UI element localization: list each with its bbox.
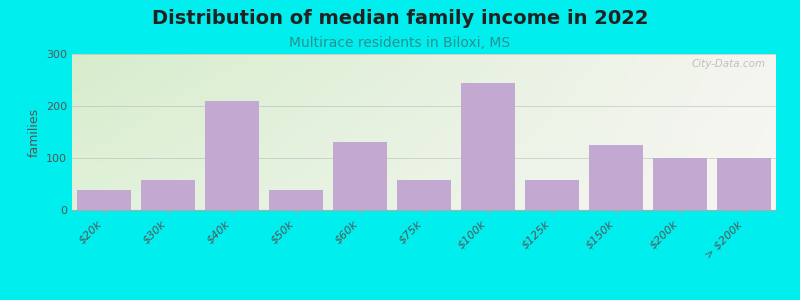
Bar xyxy=(141,180,195,210)
Bar xyxy=(461,82,515,210)
Bar xyxy=(397,180,451,210)
Y-axis label: families: families xyxy=(27,107,41,157)
Bar xyxy=(333,142,387,210)
Bar xyxy=(205,101,259,210)
Bar xyxy=(717,158,771,210)
Bar xyxy=(525,180,579,210)
Bar xyxy=(653,158,707,210)
Bar xyxy=(77,190,131,210)
Bar xyxy=(589,145,643,210)
Bar xyxy=(269,190,323,210)
Text: Multirace residents in Biloxi, MS: Multirace residents in Biloxi, MS xyxy=(290,36,510,50)
Text: City-Data.com: City-Data.com xyxy=(691,59,766,69)
Text: Distribution of median family income in 2022: Distribution of median family income in … xyxy=(152,9,648,28)
